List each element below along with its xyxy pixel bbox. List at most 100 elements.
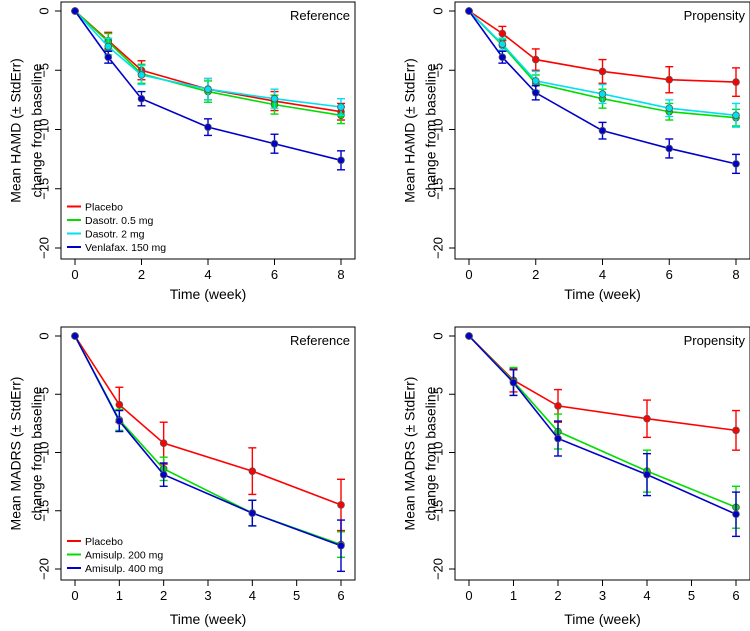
y-tick-label: −10 bbox=[36, 118, 51, 140]
y-tick-label: −5 bbox=[430, 63, 445, 78]
y-tick-label: 0 bbox=[36, 7, 51, 14]
data-point bbox=[554, 434, 562, 443]
series-amisulp-200-mg bbox=[71, 332, 345, 559]
data-point bbox=[531, 55, 540, 64]
y-tick-label: 0 bbox=[36, 332, 51, 339]
panel-label: Reference bbox=[290, 8, 350, 23]
x-tick-label: 6 bbox=[666, 267, 673, 282]
y-tick-label: 0 bbox=[430, 332, 445, 339]
data-point bbox=[337, 103, 345, 111]
panel-label: Reference bbox=[290, 333, 350, 348]
data-point bbox=[270, 139, 279, 148]
y-axis-title-line2: change from baseline bbox=[422, 63, 438, 197]
x-tick-label: 4 bbox=[599, 267, 606, 282]
chart-panel-4: 0 −5 −10 −15 −20 0 1 2 3 4 5 6 Time (week) Mean MADRS… bbox=[401, 326, 750, 627]
y-tick-label: −20 bbox=[430, 237, 445, 259]
legend-entry: Placebo bbox=[85, 536, 123, 548]
y-tick-label: −10 bbox=[430, 441, 445, 463]
series-placebo bbox=[465, 332, 740, 451]
data-point bbox=[598, 67, 607, 76]
data-point bbox=[732, 78, 740, 86]
legend-entry: Dasotr. 0.5 mg bbox=[85, 215, 153, 227]
data-point bbox=[115, 417, 124, 425]
data-point bbox=[665, 104, 674, 112]
series-placebo bbox=[465, 7, 740, 98]
data-point bbox=[509, 378, 518, 387]
y-axis-title-line1: Mean HAMD (± StdErr) bbox=[7, 58, 23, 203]
x-tick-label: 4 bbox=[643, 588, 650, 603]
plot-frame bbox=[454, 326, 750, 581]
data-point bbox=[104, 53, 113, 62]
series-line bbox=[74, 335, 342, 547]
y-tick-label: −20 bbox=[430, 558, 445, 580]
y-axis-title-line2: change from baseline bbox=[422, 386, 438, 520]
y-axis-title-line1: Mean MADRS (± StdErr) bbox=[401, 377, 417, 531]
data-point bbox=[71, 332, 79, 340]
data-point bbox=[732, 111, 740, 120]
data-point bbox=[531, 77, 540, 85]
data-point bbox=[732, 510, 740, 519]
x-tick-label: 0 bbox=[465, 588, 472, 603]
chart-panel-2: 0 −5 −10 −15 −20 0 2 4 6 8 Time (week) Mean HAMD (±… bbox=[401, 1, 750, 302]
data-point bbox=[531, 88, 540, 97]
y-tick-label: −5 bbox=[430, 387, 445, 402]
data-point bbox=[248, 467, 257, 475]
y-tick-label: −5 bbox=[36, 387, 51, 402]
y-tick-label: −20 bbox=[36, 558, 51, 580]
legend-entry: Amisulp. 200 mg bbox=[85, 550, 163, 562]
x-tick-label: 5 bbox=[688, 588, 695, 603]
x-tick-label: 2 bbox=[532, 267, 539, 282]
data-point bbox=[115, 400, 124, 409]
series-line bbox=[468, 335, 737, 508]
x-tick-label: 1 bbox=[510, 588, 517, 603]
x-tick-label: 8 bbox=[337, 267, 344, 282]
data-point bbox=[137, 71, 146, 79]
series-placebo bbox=[71, 332, 345, 532]
series-venlafax-150-mg bbox=[465, 7, 740, 175]
data-point bbox=[71, 7, 79, 15]
y-tick-label: −10 bbox=[36, 441, 51, 463]
series-line bbox=[74, 335, 342, 546]
x-tick-label: 8 bbox=[732, 267, 739, 282]
data-point bbox=[337, 501, 345, 509]
y-tick-label: −5 bbox=[36, 63, 51, 78]
legend-entry: Venlafax. 150 mg bbox=[85, 242, 166, 254]
y-tick-label: 0 bbox=[430, 7, 445, 14]
x-tick-label: 6 bbox=[732, 588, 739, 603]
x-tick-label: 6 bbox=[271, 267, 278, 282]
series-amisulp-200-mg bbox=[465, 332, 740, 529]
data-point bbox=[159, 470, 168, 479]
data-point bbox=[498, 40, 507, 48]
x-tick-label: 2 bbox=[554, 588, 561, 603]
data-point bbox=[498, 29, 507, 38]
x-axis-title: Time (week) bbox=[564, 286, 641, 302]
x-tick-label: 3 bbox=[204, 588, 211, 603]
chart-panel-1: 0 −5 −10 −15 −20 0 2 4 6 8 Time (week) Mean HAMD (±… bbox=[7, 1, 356, 302]
x-axis-title: Time (week) bbox=[170, 611, 247, 627]
series-amisulp-400-mg bbox=[465, 332, 740, 538]
data-point bbox=[270, 94, 279, 103]
data-point bbox=[732, 160, 740, 168]
x-axis-title: Time (week) bbox=[170, 286, 247, 302]
panel-label: Propensity bbox=[684, 8, 746, 23]
data-point bbox=[337, 156, 345, 165]
data-point bbox=[465, 7, 473, 15]
data-point bbox=[643, 470, 651, 479]
x-axis-title: Time (week) bbox=[564, 611, 641, 627]
chart-panel-3: 0 −5 −10 −15 −20 0 1 2 3 4 5 6 Time (week) Mean MADRS… bbox=[7, 326, 356, 627]
data-point bbox=[204, 123, 212, 131]
legend-entry: Dasotr. 2 mg bbox=[85, 229, 145, 241]
data-point bbox=[248, 509, 257, 517]
x-tick-label: 0 bbox=[71, 588, 78, 603]
legend-entry: Amisulp. 400 mg bbox=[85, 563, 163, 575]
data-point bbox=[598, 90, 607, 98]
series-line bbox=[468, 10, 737, 83]
panel-label: Propensity bbox=[684, 333, 746, 348]
y-axis-title-line1: Mean MADRS (± StdErr) bbox=[7, 377, 23, 531]
series-venlafax-150-mg bbox=[71, 7, 345, 171]
x-tick-label: 4 bbox=[249, 588, 256, 603]
data-point bbox=[643, 414, 651, 423]
